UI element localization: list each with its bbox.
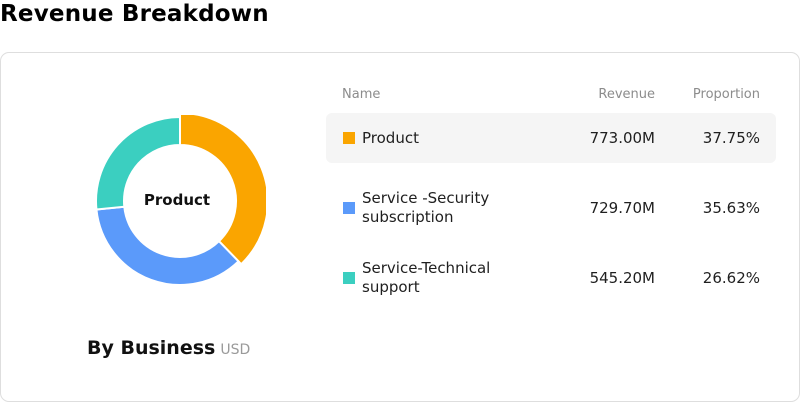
legend-swatch-security-subscription: [343, 202, 355, 214]
header-revenue: Revenue: [598, 87, 655, 102]
row-name: Service -Security subscription: [362, 189, 490, 226]
table-header: Name Revenue Proportion: [326, 85, 776, 113]
header-proportion: Proportion: [692, 87, 760, 102]
row-name: Service-Technical support: [362, 259, 491, 296]
row-revenue: 729.70M: [589, 199, 655, 217]
row-revenue: 545.20M: [589, 269, 655, 287]
row-revenue: 773.00M: [589, 129, 655, 147]
row-proportion: 26.62%: [702, 269, 760, 287]
revenue-card: Product By Business USD Name Revenue Prop…: [0, 52, 800, 402]
row-proportion: 37.75%: [702, 129, 760, 147]
donut-slice-service-security-subscription[interactable]: [95, 205, 240, 286]
donut-chart: Product: [94, 115, 266, 287]
chart-caption-unit: USD: [220, 342, 251, 358]
row-proportion: 35.63%: [702, 199, 760, 217]
donut-slice-product[interactable]: [179, 115, 266, 266]
revenue-table: Name Revenue Proportion Product 773.00M …: [326, 85, 776, 323]
table-row-product[interactable]: Product 773.00M 37.75%: [326, 113, 776, 163]
header-name: Name: [342, 87, 381, 102]
legend-swatch-product: [343, 132, 355, 144]
chart-caption-title: By Business: [87, 337, 216, 359]
row-name: Product: [362, 128, 419, 147]
donut-center-label: Product: [143, 191, 211, 209]
table-row-security-subscription[interactable]: Service -Security subscription 729.70M 3…: [326, 183, 776, 233]
donut-slice-service-technical-support[interactable]: [95, 115, 181, 211]
page-title: Revenue Breakdown: [0, 1, 269, 27]
legend-swatch-technical-support: [343, 272, 355, 284]
chart-caption: By Business USD: [87, 337, 250, 359]
table-row-technical-support[interactable]: Service-Technical support 545.20M 26.62%: [326, 253, 776, 303]
